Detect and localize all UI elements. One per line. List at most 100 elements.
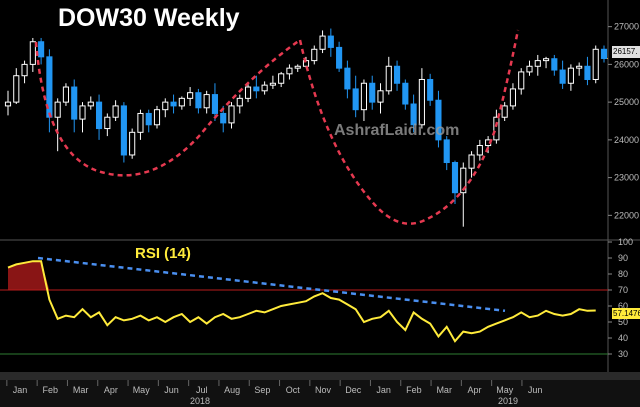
candle-body xyxy=(551,58,558,71)
candle-body xyxy=(46,56,53,118)
candle-body xyxy=(518,71,525,90)
candle-body xyxy=(87,101,94,107)
candle-body xyxy=(584,65,591,80)
month-label: May xyxy=(133,385,151,395)
month-label: Jan xyxy=(13,385,28,395)
candle-body xyxy=(95,101,103,130)
candle-body xyxy=(427,78,434,101)
candle-body xyxy=(526,65,533,73)
month-label: Jun xyxy=(164,385,179,395)
month-label: Nov xyxy=(315,385,332,395)
candle-body xyxy=(71,86,78,120)
month-label: Feb xyxy=(43,385,59,395)
month-label: Aug xyxy=(224,385,240,395)
candle-body xyxy=(104,116,111,130)
arc-annotation-2 xyxy=(298,29,520,225)
candle-body xyxy=(79,105,86,120)
candle-body xyxy=(162,101,169,111)
candle-body xyxy=(4,101,12,107)
candle-body xyxy=(319,35,326,50)
candle-body xyxy=(112,105,119,118)
candle-body xyxy=(220,112,227,124)
candle-body xyxy=(195,92,202,109)
candle-body xyxy=(576,65,583,69)
rsi-tick-label: 50 xyxy=(618,317,628,327)
candle-body xyxy=(402,82,409,105)
chart-title: DOW30 Weekly xyxy=(58,4,240,32)
month-label: Feb xyxy=(406,385,422,395)
candle-body xyxy=(62,86,70,103)
scroll-band xyxy=(0,372,640,380)
price-tick-label: 25000 xyxy=(614,97,639,107)
x-axis-band xyxy=(0,380,640,407)
candle-body xyxy=(451,162,459,194)
candle-body xyxy=(385,65,392,92)
candle-body xyxy=(418,78,425,126)
candle-body xyxy=(476,145,483,156)
month-label: Sep xyxy=(254,385,270,395)
candle-body xyxy=(369,82,376,103)
month-label: Apr xyxy=(467,385,481,395)
candle-body xyxy=(178,97,185,107)
rsi-tick-label: 30 xyxy=(618,349,628,359)
candle-body xyxy=(203,94,210,109)
price-tick-label: 22000 xyxy=(614,210,639,220)
candle-body xyxy=(534,60,541,67)
rsi-tick-label: 70 xyxy=(618,285,628,295)
rsi-label: RSI (14) xyxy=(135,245,191,262)
candle-body xyxy=(236,97,243,107)
candle-body xyxy=(468,154,475,169)
candle-body xyxy=(410,103,417,126)
candle-body xyxy=(145,112,152,126)
price-tick-label: 23000 xyxy=(614,173,639,183)
candle-body xyxy=(352,88,359,111)
candle-body xyxy=(311,48,318,62)
candle-body xyxy=(211,94,219,114)
candle-body xyxy=(509,88,517,107)
rsi-tick-label: 100 xyxy=(618,237,633,247)
month-label: Jul xyxy=(196,385,208,395)
candle-body xyxy=(29,41,36,65)
candle-body xyxy=(567,67,574,84)
month-label: Dec xyxy=(345,385,362,395)
candle-body xyxy=(501,105,508,118)
candle-body xyxy=(493,116,500,141)
price-tick-label: 24000 xyxy=(614,135,639,145)
candle-body xyxy=(129,131,136,156)
candle-body xyxy=(170,101,177,107)
rsi-line xyxy=(7,260,596,343)
candle-body xyxy=(261,84,268,92)
candle-body xyxy=(269,82,276,86)
month-label: Mar xyxy=(73,385,89,395)
candle-body xyxy=(327,35,334,48)
month-label: Mar xyxy=(436,385,452,395)
last-price-tag: 26157. xyxy=(612,46,640,58)
candle-body xyxy=(278,73,285,84)
rsi-tick-label: 40 xyxy=(618,333,628,343)
candle-body xyxy=(460,167,467,194)
candle-body xyxy=(187,92,194,99)
candle-body xyxy=(600,48,608,59)
price-tick-label: 27000 xyxy=(614,22,639,32)
candle-body xyxy=(137,112,144,133)
candle-body xyxy=(435,99,442,141)
watermark: AshrafLaidi.com xyxy=(334,122,460,139)
last-rsi-tag: 57.1476 xyxy=(612,308,640,319)
candle-body xyxy=(21,63,28,77)
candle-body xyxy=(393,65,401,84)
price-tick-label: 26000 xyxy=(614,59,639,69)
rsi-tick-label: 90 xyxy=(618,253,628,263)
candle-body xyxy=(294,65,301,69)
candle-body xyxy=(360,82,368,111)
rsi-overbought-area xyxy=(8,261,50,290)
candle-body xyxy=(13,75,20,103)
candle-body xyxy=(54,101,61,118)
candle-body xyxy=(336,46,343,69)
rsi-tick-label: 60 xyxy=(618,301,628,311)
candle-body xyxy=(443,139,450,164)
year-label: 2018 xyxy=(190,396,210,406)
month-label: May xyxy=(496,385,514,395)
rsi-tick-label: 80 xyxy=(618,269,628,279)
candle-body xyxy=(286,67,293,75)
candle-body xyxy=(344,67,351,90)
